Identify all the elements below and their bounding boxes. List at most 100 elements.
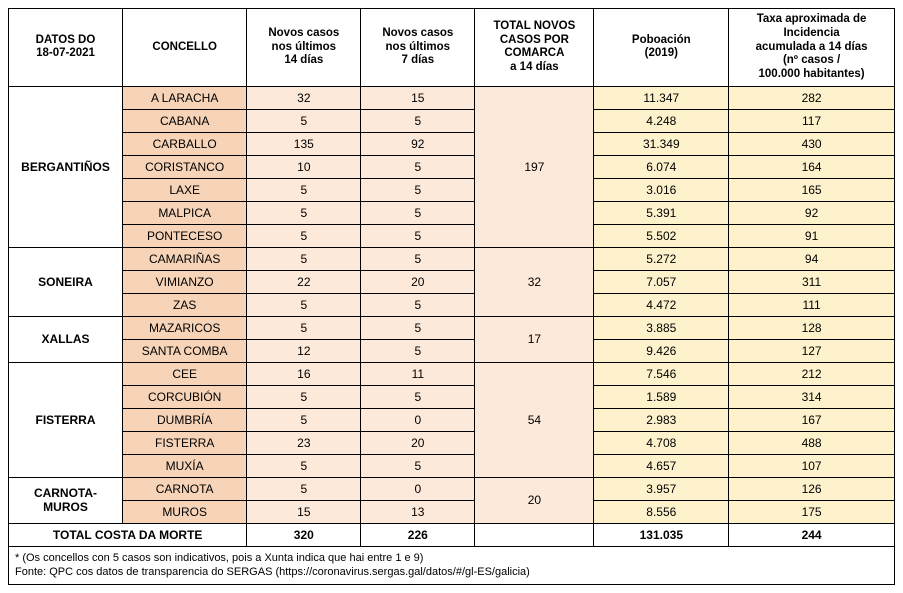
cases14-value: 5 <box>247 454 361 477</box>
taxa-value: 175 <box>729 500 895 523</box>
concello-name: MUROS <box>122 500 246 523</box>
poboacion-value: 31.349 <box>594 132 729 155</box>
cases14-value: 5 <box>247 178 361 201</box>
taxa-value: 117 <box>729 109 895 132</box>
table-row: MUROS15138.556175 <box>9 500 895 523</box>
taxa-value: 127 <box>729 339 895 362</box>
cases7-value: 5 <box>361 201 475 224</box>
cases14-value: 5 <box>247 201 361 224</box>
footnote-row: * (Os concellos con 5 casos son indicati… <box>9 546 895 584</box>
cases14-value: 5 <box>247 316 361 339</box>
poboacion-value: 3.885 <box>594 316 729 339</box>
table-row: PONTECESO555.50291 <box>9 224 895 247</box>
total-pob: 131.035 <box>594 523 729 546</box>
cases14-value: 5 <box>247 385 361 408</box>
poboacion-value: 7.546 <box>594 362 729 385</box>
cases14-value: 32 <box>247 86 361 109</box>
cases14-value: 5 <box>247 408 361 431</box>
cases7-value: 0 <box>361 477 475 500</box>
cases7-value: 5 <box>361 247 475 270</box>
poboacion-value: 8.556 <box>594 500 729 523</box>
total-comarca-value: 197 <box>475 86 594 247</box>
header-row: DATOS DO18-07-2021 CONCELLO Novos casosn… <box>9 9 895 87</box>
poboacion-value: 4.657 <box>594 454 729 477</box>
total-c14: 320 <box>247 523 361 546</box>
concello-name: CAMARIÑAS <box>122 247 246 270</box>
cases7-value: 5 <box>361 385 475 408</box>
table-row: ZAS554.472111 <box>9 293 895 316</box>
table-row: MUXÍA554.657107 <box>9 454 895 477</box>
cases7-value: 15 <box>361 86 475 109</box>
cases7-value: 11 <box>361 362 475 385</box>
concello-name: CEE <box>122 362 246 385</box>
total-taxa: 244 <box>729 523 895 546</box>
header-total-comarca: TOTAL NOVOSCASOS PORCOMARCAa 14 días <box>475 9 594 87</box>
taxa-value: 111 <box>729 293 895 316</box>
taxa-value: 282 <box>729 86 895 109</box>
table-row: VIMIANZO22207.057311 <box>9 270 895 293</box>
cases7-value: 5 <box>361 339 475 362</box>
poboacion-value: 1.589 <box>594 385 729 408</box>
cases7-value: 20 <box>361 431 475 454</box>
table-row: FISTERRA23204.708488 <box>9 431 895 454</box>
poboacion-value: 3.957 <box>594 477 729 500</box>
taxa-value: 92 <box>729 201 895 224</box>
total-comarca-blank <box>475 523 594 546</box>
comarca-cell: CARNOTA-MUROS <box>9 477 123 523</box>
concello-name: CORCUBIÓN <box>122 385 246 408</box>
header-taxa: Taxa aproximada deIncidenciaacumulada a … <box>729 9 895 87</box>
cases14-value: 16 <box>247 362 361 385</box>
poboacion-value: 6.074 <box>594 155 729 178</box>
total-comarca-value: 17 <box>475 316 594 362</box>
taxa-value: 314 <box>729 385 895 408</box>
concello-name: MALPICA <box>122 201 246 224</box>
table-row: BERGANTIÑOSA LARACHA321519711.347282 <box>9 86 895 109</box>
taxa-value: 91 <box>729 224 895 247</box>
concello-name: CORISTANCO <box>122 155 246 178</box>
header-concello: CONCELLO <box>122 9 246 87</box>
total-row: TOTAL COSTA DA MORTE320226 131.035244 <box>9 523 895 546</box>
taxa-value: 212 <box>729 362 895 385</box>
cases7-value: 13 <box>361 500 475 523</box>
concello-name: MAZARICOS <box>122 316 246 339</box>
taxa-value: 167 <box>729 408 895 431</box>
cases7-value: 5 <box>361 316 475 339</box>
cases7-value: 5 <box>361 109 475 132</box>
concello-name: PONTECESO <box>122 224 246 247</box>
cases7-value: 0 <box>361 408 475 431</box>
table-row: CORISTANCO1056.074164 <box>9 155 895 178</box>
poboacion-value: 7.057 <box>594 270 729 293</box>
concello-name: VIMIANZO <box>122 270 246 293</box>
concello-name: CARBALLO <box>122 132 246 155</box>
taxa-value: 164 <box>729 155 895 178</box>
poboacion-value: 4.472 <box>594 293 729 316</box>
cases14-value: 5 <box>247 247 361 270</box>
table-row: XALLASMAZARICOS55173.885128 <box>9 316 895 339</box>
cases14-value: 5 <box>247 293 361 316</box>
comarca-cell: SONEIRA <box>9 247 123 316</box>
cases14-value: 135 <box>247 132 361 155</box>
table-row: CORCUBIÓN551.589314 <box>9 385 895 408</box>
concello-name: ZAS <box>122 293 246 316</box>
table-row: CARNOTA-MUROSCARNOTA50203.957126 <box>9 477 895 500</box>
concello-name: FISTERRA <box>122 431 246 454</box>
cases14-value: 5 <box>247 477 361 500</box>
taxa-value: 430 <box>729 132 895 155</box>
cases7-value: 5 <box>361 224 475 247</box>
total-comarca-value: 54 <box>475 362 594 477</box>
total-label: TOTAL COSTA DA MORTE <box>9 523 247 546</box>
cases14-value: 5 <box>247 109 361 132</box>
poboacion-value: 3.016 <box>594 178 729 201</box>
taxa-value: 488 <box>729 431 895 454</box>
cases7-value: 20 <box>361 270 475 293</box>
cases14-value: 5 <box>247 224 361 247</box>
total-c7: 226 <box>361 523 475 546</box>
poboacion-value: 2.983 <box>594 408 729 431</box>
concello-name: SANTA COMBA <box>122 339 246 362</box>
taxa-value: 94 <box>729 247 895 270</box>
concello-name: DUMBRÍA <box>122 408 246 431</box>
taxa-value: 165 <box>729 178 895 201</box>
concello-name: CABANA <box>122 109 246 132</box>
taxa-value: 128 <box>729 316 895 339</box>
concello-name: MUXÍA <box>122 454 246 477</box>
